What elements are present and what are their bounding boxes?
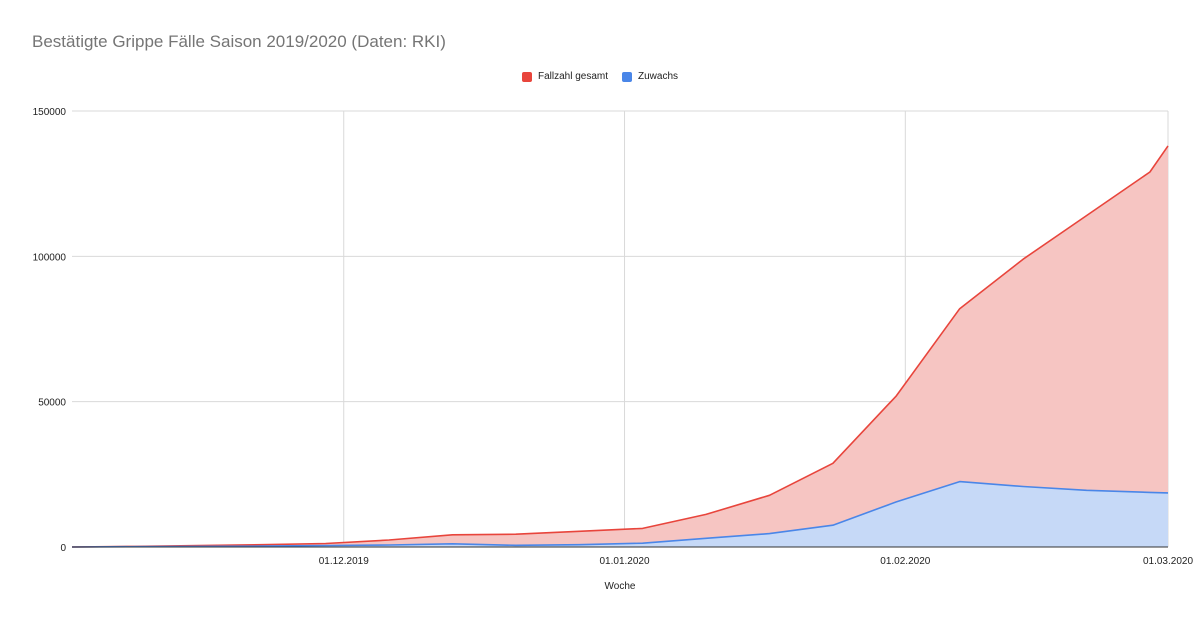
- x-tick-label: 01.03.2020: [1143, 556, 1193, 567]
- legend-item-fallzahl[interactable]: Fallzahl gesamt: [521, 71, 608, 82]
- x-tick-label: 01.02.2020: [880, 556, 930, 567]
- legend-label-zuwachs: Zuwachs: [638, 71, 679, 82]
- line-zuwachs: [71, 480, 1169, 548]
- legend-label-fallzahl: Fallzahl gesamt: [537, 71, 608, 82]
- legend-swatch-zuwachs: [622, 71, 632, 82]
- y-tick-label: 0: [60, 543, 66, 554]
- y-tick-label: 50000: [38, 398, 66, 409]
- x-tick-label: 01.12.2019: [319, 556, 369, 567]
- legend-item-zuwachs[interactable]: Zuwachs: [622, 71, 678, 82]
- area-zuwachs: [72, 481, 1168, 547]
- line-fallzahl: [71, 145, 1169, 548]
- legend-swatch-fallzahl: [521, 71, 532, 82]
- legend: Fallzahl gesamt Zuwachs: [0, 71, 1200, 82]
- x-axis-title: Woche: [605, 581, 636, 592]
- x-tick-label: 01.01.2020: [599, 556, 649, 567]
- area-fallzahl: [72, 145, 1168, 547]
- chart-title: Bestätigte Grippe Fälle Saison 2019/2020…: [32, 32, 446, 51]
- y-tick-label: 100000: [33, 252, 67, 263]
- y-tick-label: 150000: [33, 107, 67, 118]
